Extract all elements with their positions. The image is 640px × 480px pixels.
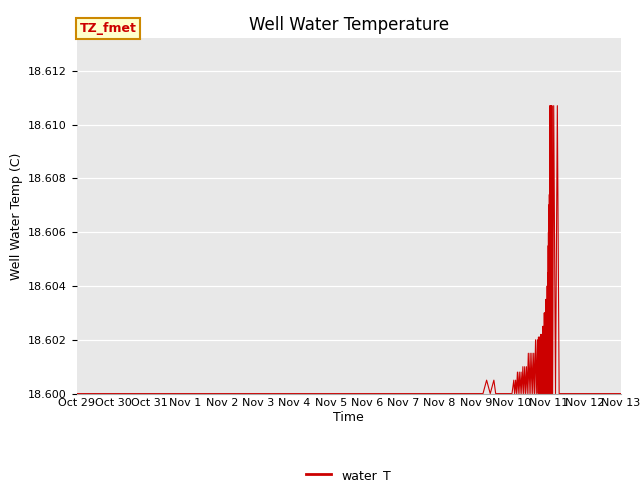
Legend: water_T: water_T [301, 464, 396, 480]
X-axis label: Time: Time [333, 411, 364, 424]
Y-axis label: Well Water Temp (C): Well Water Temp (C) [10, 152, 22, 280]
Title: Well Water Temperature: Well Water Temperature [249, 16, 449, 34]
Text: TZ_fmet: TZ_fmet [79, 22, 136, 35]
